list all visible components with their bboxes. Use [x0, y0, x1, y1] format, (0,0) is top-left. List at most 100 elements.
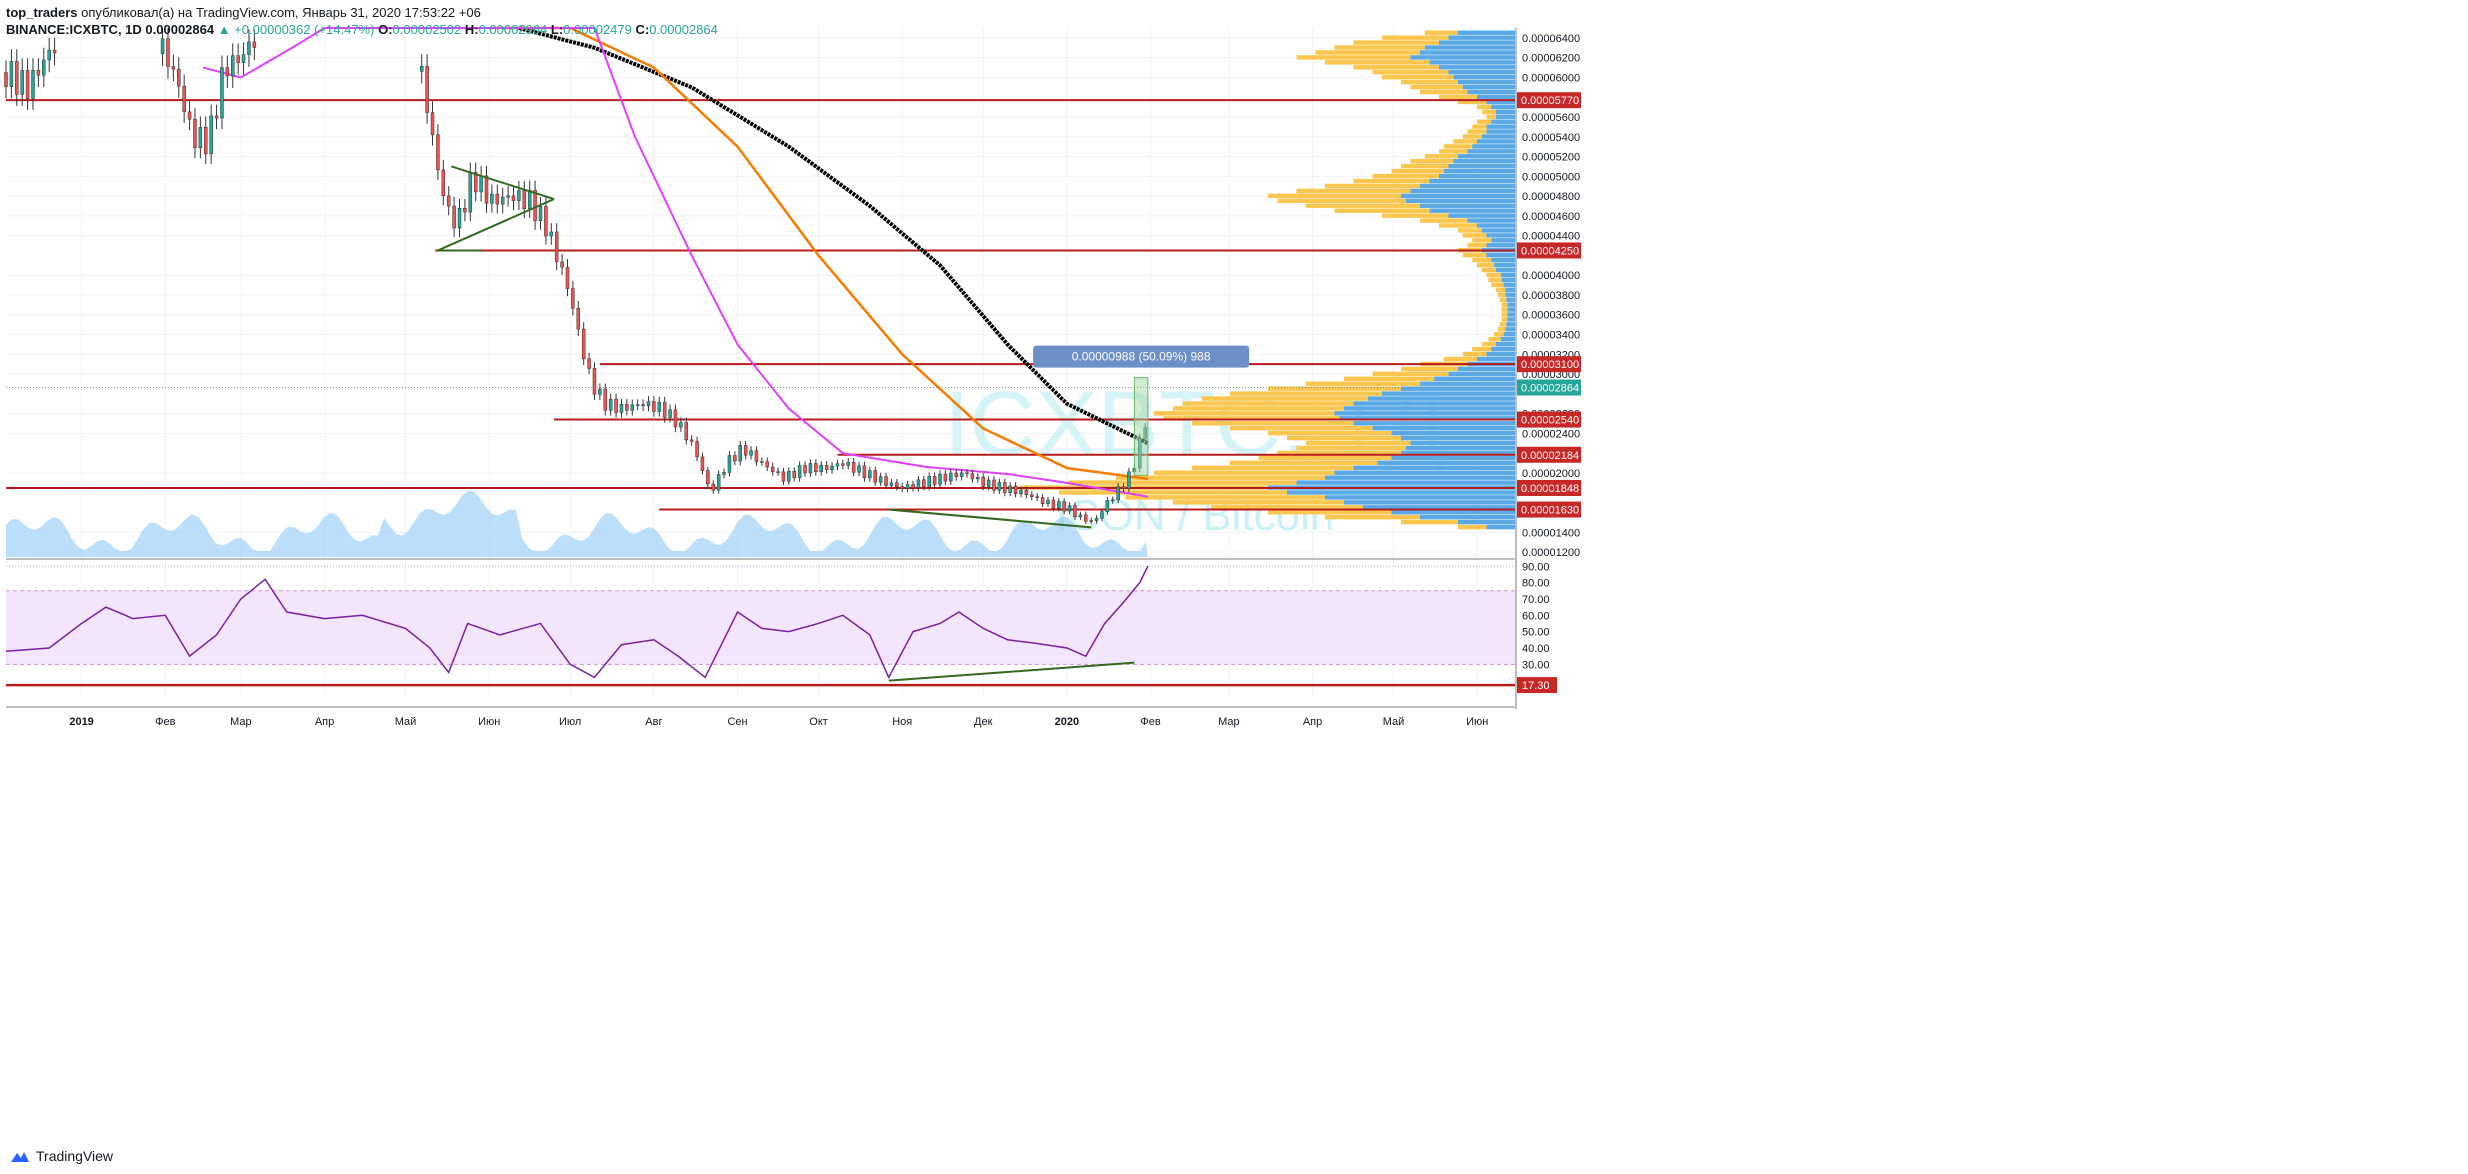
candle-body: [198, 127, 203, 148]
price-tick-label: 0.00005200: [1522, 152, 1580, 164]
vp-buy-bar: [1377, 460, 1515, 466]
candle-body: [695, 441, 699, 458]
axis-labels: 0.00006400 0.00006200 0.00006000 0.00005600…: [69, 33, 1581, 728]
candle-body: [31, 69, 35, 99]
vp-sell-bar: [1211, 505, 1363, 510]
vp-sell-bar: [1382, 35, 1449, 40]
vp-sell-bar: [1462, 233, 1487, 238]
vp-buy-bar: [1507, 307, 1515, 312]
vp-buy-bar: [1507, 312, 1515, 317]
vp-buy-bar: [1462, 84, 1515, 90]
time-tick-label: Фев: [1140, 716, 1160, 728]
vp-buy-bar: [1434, 376, 1515, 381]
candle-body: [986, 479, 991, 487]
vp-buy-bar: [1505, 287, 1515, 293]
vp-sell-bar: [1467, 129, 1487, 134]
candle-body: [9, 61, 14, 87]
price-tick-label: 0.00004000: [1522, 270, 1580, 282]
candle-body: [900, 486, 904, 489]
candle-body: [25, 70, 30, 99]
time-tick-label: Апр: [315, 716, 334, 728]
candle-body: [949, 472, 953, 482]
rsi-tick-label: 80.00: [1522, 578, 1550, 590]
vp-sell-bar: [1481, 109, 1496, 115]
price-tick-label: 0.00001200: [1522, 547, 1580, 559]
candle-body: [997, 482, 1002, 491]
grid: [6, 28, 1515, 697]
vp-buy-bar: [1420, 183, 1515, 189]
vp-sell-bar: [1116, 475, 1325, 480]
candle-body: [776, 471, 780, 473]
trendline: [451, 165, 555, 201]
vp-buy-bar: [1486, 524, 1515, 530]
vp-sell-bar: [1472, 124, 1487, 129]
last-price: 0.00002864: [145, 22, 215, 37]
measure-tool: 0.00000988 (50.09%) 988: [1033, 345, 1250, 476]
trendline: [888, 508, 1092, 529]
rsi-band: [6, 565, 1515, 665]
candle-body: [247, 41, 251, 55]
candle-body: [4, 72, 8, 87]
candle-body: [495, 193, 500, 205]
vp-sell-bar: [1268, 510, 1392, 515]
candle-body: [976, 476, 980, 480]
vp-sell-bar: [1173, 500, 1344, 505]
vp-buy-bar: [1420, 381, 1515, 386]
candle-body: [457, 208, 462, 229]
rsi-level-badge-label: 17.30: [1522, 680, 1550, 692]
candle-body: [706, 470, 710, 485]
vp-sell-bar: [1353, 40, 1439, 45]
candle-body: [592, 368, 597, 395]
level-badge: [1517, 242, 1581, 259]
candle-body: [1030, 494, 1034, 498]
vp-buy-bar: [1405, 198, 1515, 204]
vp-buy-bar: [1458, 30, 1515, 35]
level-badge-label: 0.00002184: [1521, 450, 1579, 462]
candle-body: [1040, 497, 1045, 504]
candle-body: [895, 482, 899, 487]
candle-body: [182, 85, 186, 113]
vp-sell-bar: [1182, 401, 1354, 406]
candle-body: [1094, 518, 1099, 521]
vp-buy-bar: [1372, 425, 1515, 431]
vp-sell-bar: [1125, 495, 1325, 500]
candle-body: [970, 473, 975, 480]
time-tick-label: 2019: [69, 716, 93, 728]
axes: [6, 28, 1517, 709]
vp-buy-bar: [1477, 139, 1515, 144]
candle-body: [473, 172, 478, 193]
vp-sell-bar: [1296, 445, 1406, 451]
candle-body: [544, 206, 548, 237]
candle-body: [770, 466, 775, 472]
ma-line: [518, 26, 1149, 446]
vp-sell-bar: [1439, 94, 1477, 100]
candle-body: [425, 66, 429, 113]
candle-body: [225, 67, 230, 77]
time-tick-label: Сен: [727, 716, 747, 728]
vp-sell-bar: [1410, 84, 1463, 90]
candle-body: [571, 288, 575, 309]
price-tick-label: 0.00003800: [1522, 290, 1580, 302]
vp-buy-bar: [1494, 262, 1515, 268]
vp-sell-bar: [1497, 327, 1506, 332]
vp-sell-bar: [1296, 55, 1411, 60]
vp-buy-bar: [1486, 233, 1515, 238]
footer[interactable]: TradingView: [10, 1148, 113, 1164]
candle-body: [797, 465, 802, 478]
candle-body: [738, 445, 743, 462]
candle-body: [1067, 505, 1072, 512]
vp-sell-bar: [1496, 287, 1506, 293]
candle-body: [193, 118, 197, 148]
vp-buy-bar: [1287, 490, 1515, 495]
candle-body: [808, 463, 813, 474]
author: top_traders: [6, 5, 78, 20]
tradingview-logo-icon: [11, 1152, 29, 1162]
vp-sell-bar: [1486, 272, 1501, 278]
vp-buy-bar: [1507, 317, 1515, 322]
time-tick-label: Май: [1383, 716, 1405, 728]
level-badge: [1517, 411, 1581, 428]
vp-sell-bar: [1201, 396, 1368, 401]
vp-buy-bar: [1448, 35, 1515, 40]
candle-body: [1024, 489, 1029, 496]
candle-body: [641, 404, 645, 407]
